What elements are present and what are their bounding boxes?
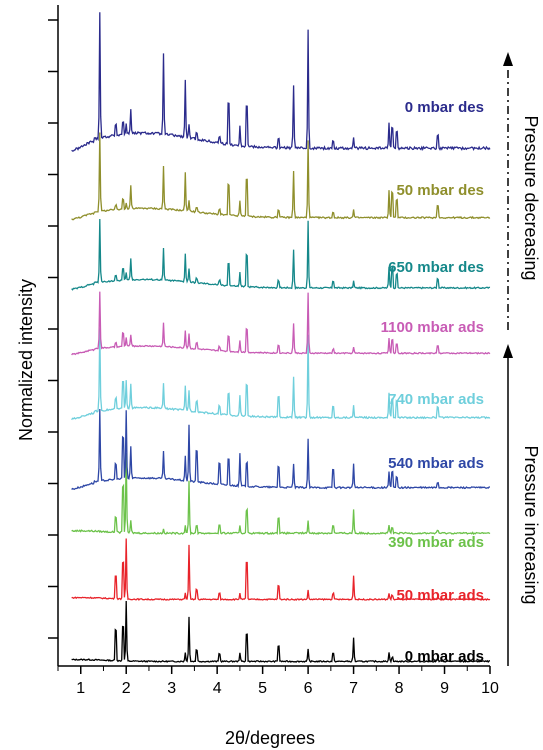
series-line-0-mbar-des (71, 12, 491, 152)
pressure-arrows (503, 52, 513, 666)
x-tick-label: 3 (167, 680, 176, 697)
x-tick-label: 4 (213, 680, 222, 697)
series-group (71, 12, 491, 664)
series-line-50-mbar-ads (71, 538, 491, 602)
increasing-arrow-head (503, 344, 513, 358)
series-label: 740 mbar ads (388, 391, 484, 408)
x-tick-label: 5 (258, 680, 267, 697)
series-line-540-mbar-ads (71, 408, 490, 491)
series-labels: 0 mbar ads 50 mbar ads 390 mbar ads 540 mba… (381, 99, 484, 665)
x-axis-title: 2θ/degrees (225, 728, 315, 748)
pressure-increasing-label: Pressure increasing (521, 445, 541, 604)
series-label: 0 mbar des (405, 99, 484, 116)
series-label: 650 mbar des (388, 259, 484, 276)
series-line-740-mbar-ads (71, 328, 491, 421)
series-label: 50 mbar des (396, 182, 484, 199)
series-label: 1100 mbar ads (381, 319, 484, 336)
y-axis-title: Normalized intensity (16, 279, 36, 441)
series-line-50-mbar-des (71, 132, 491, 221)
series-line-650-mbar-des (71, 218, 491, 291)
series-label: 50 mbar ads (396, 587, 484, 604)
x-tick-label: 9 (440, 680, 449, 697)
x-tick-label: 2 (122, 680, 131, 697)
series-line-390-mbar-ads (71, 452, 491, 536)
x-axis-ticks: 1 2 3 4 5 6 7 8 9 10 (57, 666, 499, 697)
series-label: 0 mbar ads (405, 648, 484, 665)
series-line-0-mbar-ads (71, 600, 491, 664)
decreasing-arrow-head (503, 52, 513, 66)
x-tick-label: 10 (481, 680, 499, 697)
series-label: 390 mbar ads (388, 534, 484, 551)
x-tick-label: 8 (395, 680, 404, 697)
x-tick-label: 6 (304, 680, 313, 697)
series-line-1100-mbar-ads (71, 291, 491, 356)
y-axis-ticks (48, 19, 58, 639)
x-tick-label: 7 (349, 680, 358, 697)
pressure-decreasing-label: Pressure decreasing (521, 115, 541, 280)
series-label: 540 mbar ads (388, 455, 484, 472)
x-tick-label: 1 (76, 680, 85, 697)
plot-frame (57, 5, 490, 667)
